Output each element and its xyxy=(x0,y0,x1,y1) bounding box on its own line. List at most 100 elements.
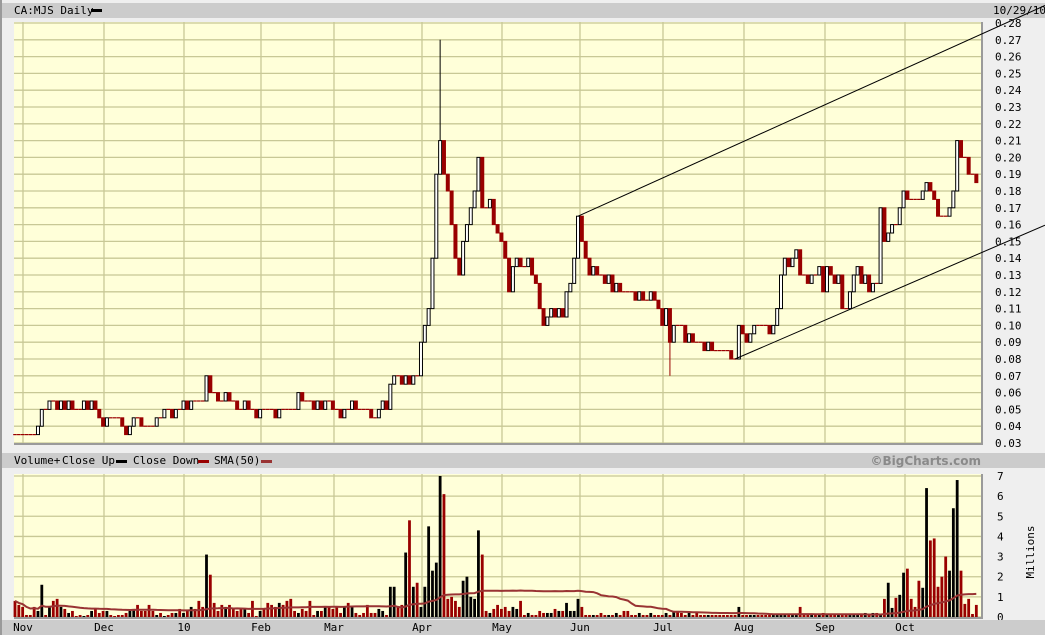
volume-bar-down xyxy=(618,614,622,617)
candle-up xyxy=(66,400,71,410)
price-tick-label: 0.18 xyxy=(995,185,1022,198)
volume-bar-up xyxy=(515,608,519,617)
volume-bar-up xyxy=(427,526,431,617)
candle-up xyxy=(514,257,519,268)
volume-bar-down xyxy=(446,598,450,617)
volume-bar-down xyxy=(676,610,679,617)
volume-bar-down xyxy=(94,608,97,617)
volume-bar-down xyxy=(354,612,358,617)
volume-bar-down xyxy=(940,576,944,617)
volume-bar-up xyxy=(902,572,905,617)
candle-down xyxy=(330,400,335,410)
candle-up xyxy=(648,291,653,301)
candle-down xyxy=(384,400,389,410)
volume-bar-up xyxy=(771,614,775,617)
candle-up xyxy=(817,266,822,276)
volume-bar-up xyxy=(423,586,427,617)
candle-up xyxy=(687,333,692,343)
volume-bar-up xyxy=(825,614,829,617)
volume-bar-down xyxy=(913,606,917,617)
volume-bar-down xyxy=(829,614,833,617)
volume-bar-down xyxy=(699,614,702,617)
volume-bar-up xyxy=(40,584,44,617)
volume-bar-down xyxy=(768,614,771,617)
candle-down xyxy=(932,190,937,200)
price-tick-label: 0.10 xyxy=(995,319,1022,332)
candle-up xyxy=(181,400,186,410)
candle-up xyxy=(472,190,477,209)
candle-down xyxy=(495,224,500,234)
candle-down xyxy=(656,299,661,310)
volume-bar-down xyxy=(109,614,113,617)
volume-bar-down xyxy=(580,606,584,617)
volume-bar-down xyxy=(595,614,599,617)
candle-up xyxy=(855,266,860,276)
volume-bar-down xyxy=(78,614,82,617)
volume-bar-down xyxy=(584,614,588,617)
candle-up xyxy=(836,274,841,284)
candle-up xyxy=(847,291,852,310)
volume-bar-down xyxy=(385,614,388,617)
volume-bar-up xyxy=(381,610,385,617)
volume-bar-down xyxy=(500,608,503,617)
volume-bar-up xyxy=(90,610,93,617)
candle-down xyxy=(867,274,872,293)
price-legend-swatch xyxy=(91,9,102,12)
candle-down xyxy=(97,408,102,419)
volume-bar-up xyxy=(852,614,856,617)
candle-up xyxy=(464,224,469,242)
month-label: Feb xyxy=(251,621,271,634)
volume-bar-down xyxy=(657,614,660,617)
candle-up xyxy=(411,375,416,385)
volume-tick-label: 6 xyxy=(997,490,1004,503)
volume-bar-up xyxy=(174,612,178,617)
volume-bar-down xyxy=(17,604,21,617)
candle-down xyxy=(254,408,259,419)
price-tick-label: 0.21 xyxy=(995,135,1022,148)
volume-legend-label: Volume+ xyxy=(14,454,61,467)
candle-down xyxy=(652,291,657,301)
price-tick-label: 0.20 xyxy=(995,151,1022,164)
volume-bar-up xyxy=(779,614,783,617)
candle-up xyxy=(403,375,408,385)
price-tick-label: 0.25 xyxy=(995,67,1022,80)
volume-bar-down xyxy=(239,608,243,617)
header-bar xyxy=(2,3,1045,18)
volume-bar-down xyxy=(814,614,817,617)
price-tick-label: 0.08 xyxy=(995,353,1022,366)
volume-bar-down xyxy=(120,614,124,617)
volume-bar-up xyxy=(545,612,549,617)
price-tick-label: 0.05 xyxy=(995,403,1022,416)
volume-bar-up xyxy=(67,612,71,617)
price-tick-label: 0.28 xyxy=(995,17,1022,30)
volume-bar-down xyxy=(201,606,205,617)
volume-bar-up xyxy=(607,614,611,617)
volume-bar-down xyxy=(32,606,36,617)
candle-up xyxy=(434,173,439,259)
candle-down xyxy=(85,400,90,410)
volume-bar-down xyxy=(833,614,837,617)
candle-down xyxy=(208,375,213,394)
month-label: Aug xyxy=(734,621,754,634)
candle-down xyxy=(767,324,772,335)
volume-bar-down xyxy=(228,604,231,617)
volume-bar-down xyxy=(561,610,565,617)
chart-date: 10/29/10 xyxy=(993,4,1045,17)
volume-bar-up xyxy=(243,608,247,617)
volume-bar-up xyxy=(277,602,281,617)
volume-bar-up xyxy=(557,610,561,617)
price-tick-label: 0.06 xyxy=(995,387,1022,400)
month-label: Dec xyxy=(94,621,114,634)
volume-bar-up xyxy=(82,615,86,617)
volume-bar-down xyxy=(308,600,312,617)
candle-down xyxy=(537,282,542,310)
candle-down xyxy=(533,274,538,284)
volume-bar-down xyxy=(695,612,699,617)
candle-down xyxy=(966,156,971,175)
candle-down xyxy=(683,324,688,343)
candle-down xyxy=(62,400,67,410)
candle-up xyxy=(323,400,328,410)
candle-up xyxy=(890,224,895,234)
candle-up xyxy=(897,207,902,226)
candle-down xyxy=(660,308,665,326)
